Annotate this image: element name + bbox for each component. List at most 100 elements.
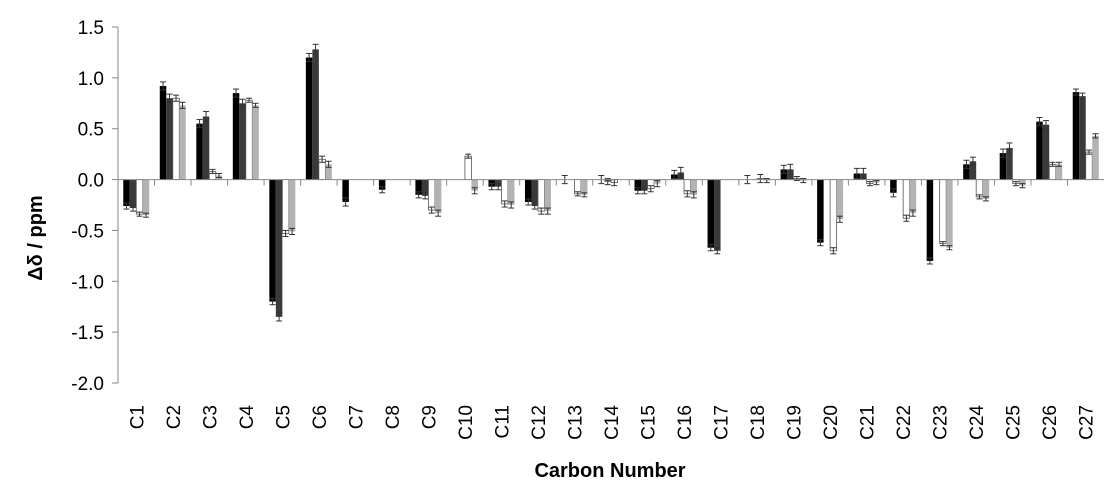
- bar: [544, 179, 551, 212]
- error-bar: [939, 241, 946, 247]
- y-tick-label: 0.0: [78, 171, 104, 192]
- x-tick-label: C3: [200, 405, 221, 429]
- y-tick-label: 1.5: [78, 18, 104, 39]
- bar: [1079, 96, 1086, 180]
- bar: [580, 179, 588, 195]
- error-bar: [173, 94, 180, 102]
- x-tick-label: C27: [1077, 405, 1098, 440]
- error-bar: [787, 163, 794, 175]
- error-bar: [581, 192, 588, 198]
- bar: [1042, 124, 1050, 180]
- error-bar: [525, 198, 532, 206]
- bar: [305, 57, 313, 180]
- bar: [159, 85, 167, 180]
- bar: [641, 179, 648, 191]
- bar: [239, 103, 246, 180]
- error-bar: [1079, 92, 1086, 100]
- bar: [488, 179, 495, 187]
- error-bar: [671, 169, 678, 180]
- x-tick-label: C17: [712, 405, 733, 440]
- bar: [1092, 135, 1099, 180]
- error-bar: [634, 187, 641, 195]
- bar: [135, 179, 144, 215]
- bar: [142, 179, 150, 216]
- bar: [172, 97, 180, 180]
- bar: [269, 179, 276, 302]
- x-axis-title: Carbon Number: [534, 460, 685, 482]
- error-bar: [269, 298, 276, 306]
- x-tick-label: C21: [858, 405, 879, 440]
- y-tick-label: 1.0: [78, 69, 104, 90]
- bar: [836, 179, 844, 220]
- x-tick-label: C24: [967, 405, 988, 440]
- error-bar: [379, 186, 386, 194]
- bar: [829, 179, 838, 252]
- bar: [999, 153, 1007, 180]
- error-bar: [982, 196, 989, 202]
- error-bar: [641, 187, 648, 195]
- bar-series: [123, 49, 1099, 317]
- error-bar: [853, 167, 860, 180]
- bar: [166, 98, 173, 180]
- x-tick-label: C14: [602, 405, 623, 440]
- error-bar: [946, 245, 953, 251]
- bar: [939, 179, 947, 245]
- error-bar: [130, 204, 137, 212]
- x-tick-label: C20: [821, 405, 842, 440]
- bar: [494, 179, 502, 187]
- y-tick-label: -0.5: [71, 221, 104, 242]
- error-bar: [306, 52, 313, 63]
- x-tick-label: C6: [310, 405, 331, 429]
- bar: [975, 179, 984, 198]
- error-bar: [909, 209, 916, 217]
- x-tick-label: C9: [419, 405, 440, 429]
- x-tick-label: C12: [529, 405, 550, 440]
- bar: [196, 123, 203, 180]
- bar: [982, 179, 990, 199]
- y-axis-title: Δδ / ppm: [25, 195, 47, 280]
- bar: [1019, 179, 1026, 186]
- bar: [909, 179, 917, 214]
- bar: [471, 179, 478, 191]
- bar: [524, 179, 532, 202]
- bar: [202, 116, 210, 180]
- bar: [969, 161, 977, 180]
- error-bar: [1049, 161, 1056, 167]
- error-bar: [160, 81, 167, 91]
- error-bar: [654, 180, 661, 188]
- error-bar: [707, 244, 714, 252]
- error-bars: [123, 43, 1099, 322]
- y-tick-label: -1.0: [71, 272, 104, 293]
- error-bar: [684, 190, 691, 198]
- error-bar: [757, 173, 764, 184]
- error-bar: [246, 97, 253, 103]
- error-bar: [143, 212, 150, 218]
- error-bar: [690, 191, 697, 199]
- error-bar: [538, 207, 545, 215]
- error-bar: [136, 211, 143, 217]
- error-bar: [319, 155, 326, 163]
- bar: [1006, 148, 1013, 180]
- bar: [245, 99, 253, 180]
- error-bar: [501, 200, 508, 208]
- bar: [780, 169, 788, 180]
- error-bar: [342, 197, 349, 207]
- error-bar: [428, 206, 435, 214]
- error-bar: [1012, 181, 1019, 187]
- y-axis-ticks: 1.5 1.0 0.5 0.0 -0.5 -1.0 -1.5 -2.0: [71, 18, 118, 395]
- bar: [634, 179, 642, 191]
- error-bar: [276, 312, 283, 322]
- error-bar: [574, 191, 581, 197]
- error-bar: [817, 239, 824, 247]
- y-tick-label: -1.5: [71, 323, 104, 344]
- error-bar: [123, 202, 130, 210]
- x-tick-label: C19: [785, 405, 806, 440]
- bar: [179, 105, 186, 180]
- bar: [531, 179, 538, 207]
- x-tick-label: C2: [164, 405, 185, 429]
- error-bar: [1019, 183, 1026, 189]
- error-bar: [488, 183, 495, 191]
- error-bar: [216, 172, 223, 179]
- error-bar: [1085, 149, 1092, 155]
- bar: [281, 179, 290, 234]
